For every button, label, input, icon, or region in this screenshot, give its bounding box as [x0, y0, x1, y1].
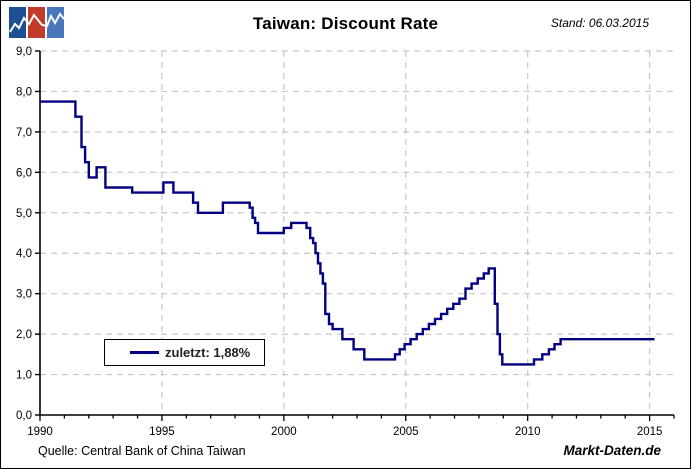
svg-text:0,0: 0,0: [16, 410, 32, 422]
chart-title: Taiwan: Discount Rate: [252, 14, 439, 33]
svg-text:2015: 2015: [637, 426, 663, 438]
legend-line-sample-icon: [130, 351, 159, 354]
svg-text:9,0: 9,0: [16, 46, 32, 58]
svg-text:1990: 1990: [27, 426, 53, 438]
markt-daten-logo-icon: [9, 7, 65, 38]
legend-box: zuletzt: 1,88%: [104, 339, 265, 366]
svg-text:7,0: 7,0: [16, 127, 32, 139]
svg-text:4,0: 4,0: [16, 248, 32, 260]
svg-text:5,0: 5,0: [16, 208, 32, 220]
svg-text:8,0: 8,0: [16, 86, 32, 98]
as-of-date: Stand: 06.03.2015: [550, 16, 649, 30]
svg-text:6,0: 6,0: [16, 167, 32, 179]
brand-name: Markt-Daten.de: [563, 443, 661, 458]
svg-text:2,0: 2,0: [16, 329, 32, 341]
y-axis-ticks: 0,0 1,0 2,0 3,0 4,0 5,0 6,0 7,0 8,0 9,0: [16, 46, 40, 422]
svg-text:2010: 2010: [515, 426, 541, 438]
rate-step-line: [40, 100, 655, 366]
svg-text:2000: 2000: [271, 426, 297, 438]
svg-text:3,0: 3,0: [16, 289, 32, 301]
legend-label: zuletzt: 1,88%: [165, 345, 251, 360]
svg-text:1995: 1995: [149, 426, 175, 438]
svg-text:1,0: 1,0: [16, 370, 32, 382]
source-note: Quelle: Central Bank of China Taiwan: [38, 444, 246, 458]
svg-text:2005: 2005: [393, 426, 419, 438]
x-axis-ticks: 1990 1995 2000 2005 2010 2015: [27, 415, 675, 438]
